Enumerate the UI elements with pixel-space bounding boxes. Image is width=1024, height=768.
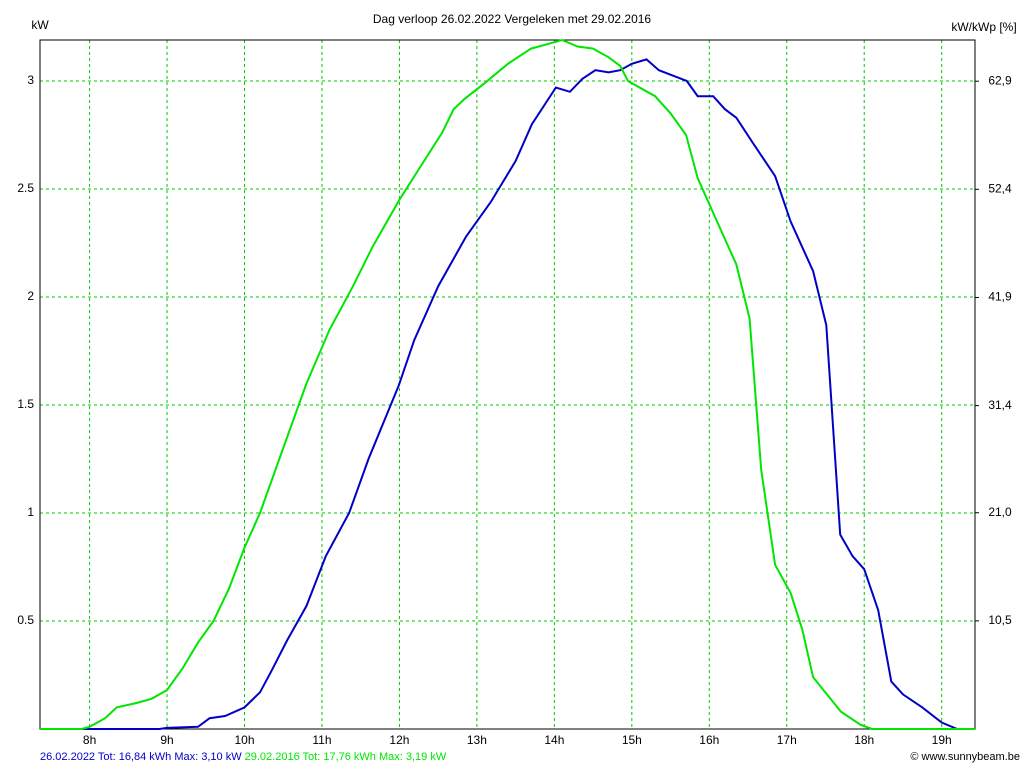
y-tick-label: 0.5 <box>17 613 34 627</box>
x-tick-label: 17h <box>777 733 797 747</box>
x-tick-label: 11h <box>312 733 331 747</box>
x-tick-label: 18h <box>854 733 874 747</box>
plot-frame <box>39 39 976 730</box>
series-line <box>40 38 975 730</box>
y2-tick-label: 10,5 <box>988 613 1012 627</box>
y2-tick-label: 62,9 <box>988 73 1012 87</box>
y-tick-label: 2 <box>27 289 34 303</box>
y-tick-label: 1.5 <box>17 397 34 411</box>
x-tick-label: 14h <box>544 733 564 747</box>
x-tick-label: 10h <box>234 733 254 747</box>
legend-entry: 26.02.2022 Tot: 16,84 kWh Max: 3,10 kW <box>40 751 242 763</box>
x-tick-label: 8h <box>83 733 96 747</box>
x-tick-label: 15h <box>622 733 642 747</box>
y-tick-label: 1 <box>27 505 34 519</box>
y2-tick-label: 41,9 <box>988 290 1012 304</box>
y-tick-label: 3 <box>27 73 34 87</box>
chart-title: Dag verloop 26.02.2022 Vergeleken met 29… <box>373 12 652 26</box>
x-tick-label: 9h <box>160 733 173 747</box>
credit: © www.sunnybeam.be <box>910 751 1020 763</box>
y-axis-label: kW <box>31 18 49 32</box>
x-tick-label: 12h <box>389 733 409 747</box>
series-line <box>40 58 975 730</box>
y-tick-label: 2.5 <box>17 181 34 195</box>
y2-tick-label: 52,4 <box>988 182 1012 196</box>
legend-entry: 29.02.2016 Tot: 17,76 kWh Max: 3,19 kW <box>245 751 447 763</box>
x-tick-label: 13h <box>467 733 487 747</box>
y2-tick-label: 31,4 <box>988 398 1012 412</box>
x-tick-label: 16h <box>699 733 719 747</box>
x-tick-label: 19h <box>932 733 952 747</box>
legend: 26.02.2022 Tot: 16,84 kWh Max: 3,10 kW 2… <box>40 751 447 763</box>
y2-axis-label: kW/kWp [%] <box>951 20 1016 34</box>
y2-tick-label: 21,0 <box>988 505 1012 519</box>
